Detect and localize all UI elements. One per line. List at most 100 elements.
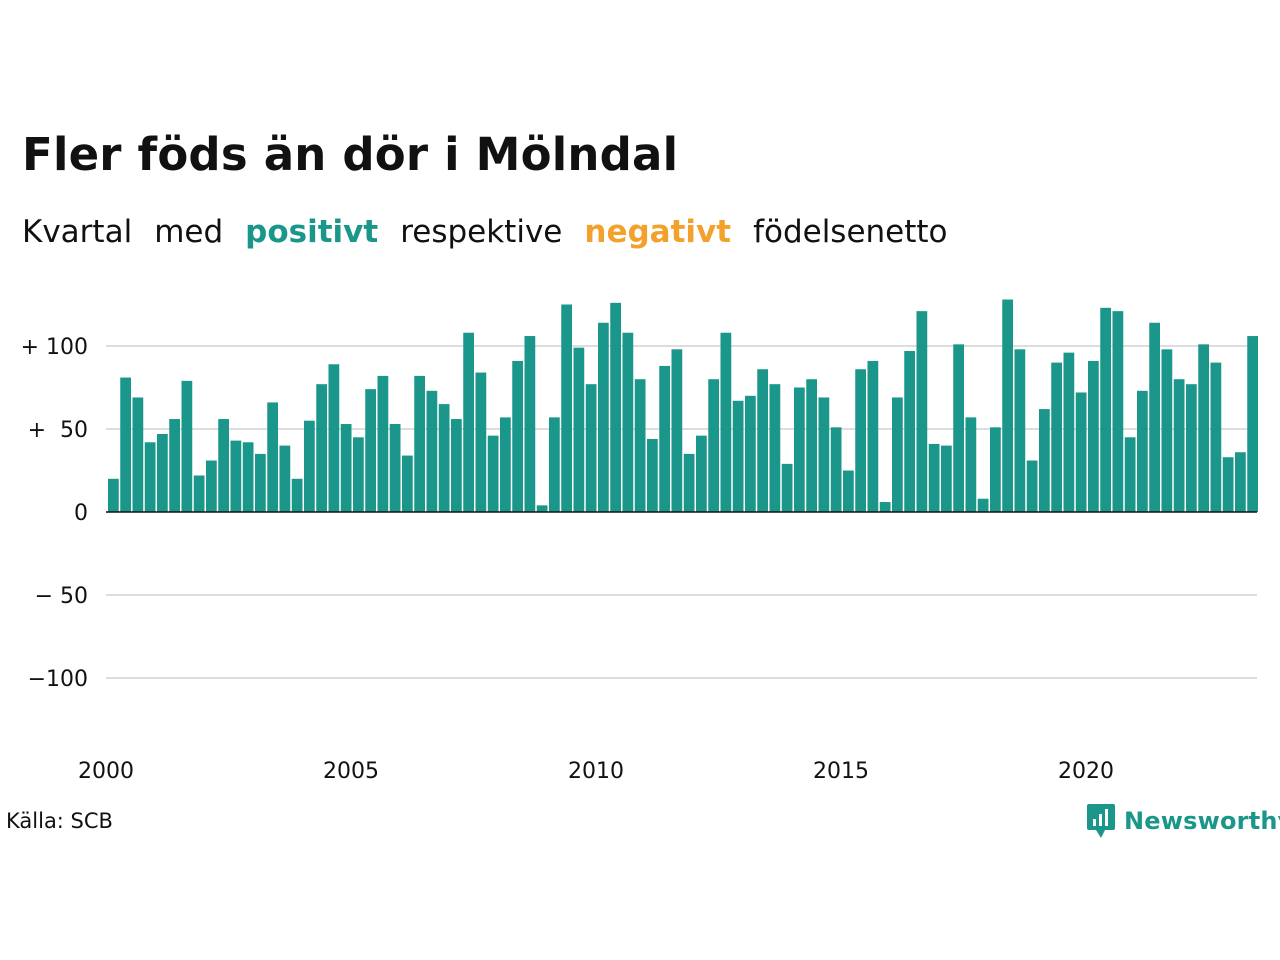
bar bbox=[377, 375, 389, 512]
bar bbox=[536, 505, 548, 512]
bar bbox=[365, 389, 376, 512]
bar bbox=[561, 304, 572, 512]
bar bbox=[818, 397, 830, 512]
bar bbox=[426, 390, 438, 512]
bar bbox=[451, 419, 462, 512]
y-axis-labels: + 100 + 50 0 − 50 −100 bbox=[21, 335, 88, 692]
bar bbox=[892, 397, 903, 512]
x-tick-label: 2020 bbox=[1058, 759, 1114, 784]
bar bbox=[1124, 437, 1136, 512]
bar bbox=[757, 369, 768, 512]
newsworthy-logo-text: Newsworthy bbox=[1124, 807, 1280, 835]
chart-title: Fler föds än dör i Mölndal bbox=[22, 128, 679, 181]
bar bbox=[389, 424, 401, 512]
bar bbox=[622, 332, 634, 512]
bar bbox=[941, 445, 952, 512]
bar bbox=[144, 442, 156, 512]
bar bbox=[916, 311, 928, 512]
bar bbox=[1075, 392, 1087, 512]
bar bbox=[206, 460, 217, 512]
bars bbox=[108, 299, 1258, 512]
bar bbox=[463, 332, 474, 512]
newsworthy-logo-icon bbox=[1087, 804, 1115, 838]
bar bbox=[328, 364, 340, 512]
chart-subtitle: Kvartal med positivt respektive negativt föde… bbox=[22, 214, 970, 250]
bar bbox=[745, 395, 756, 512]
bar bbox=[696, 435, 707, 512]
bar bbox=[598, 322, 609, 512]
bar bbox=[708, 379, 719, 512]
bar bbox=[1100, 307, 1111, 512]
bar bbox=[1088, 360, 1099, 512]
bar bbox=[1235, 452, 1246, 512]
subtitle-positive: positivt bbox=[245, 214, 379, 250]
bar bbox=[990, 427, 1001, 512]
bar bbox=[1173, 379, 1185, 512]
bar bbox=[585, 384, 597, 512]
bar bbox=[953, 344, 964, 512]
y-tick-label: 0 bbox=[74, 501, 88, 526]
bar bbox=[475, 372, 487, 512]
bar bbox=[867, 360, 879, 512]
bar bbox=[720, 332, 732, 512]
bar bbox=[965, 417, 977, 512]
bar bbox=[1014, 349, 1026, 512]
bar bbox=[1198, 344, 1209, 512]
bar bbox=[340, 424, 352, 512]
bar bbox=[1247, 336, 1258, 512]
x-tick-label: 2015 bbox=[813, 759, 869, 784]
bar bbox=[1051, 362, 1062, 512]
bar bbox=[1149, 322, 1160, 512]
bar bbox=[1112, 311, 1124, 512]
bar bbox=[647, 438, 658, 512]
bar bbox=[1026, 460, 1038, 512]
bar bbox=[255, 453, 266, 512]
bar bbox=[1186, 384, 1197, 512]
bar bbox=[659, 365, 670, 512]
bar bbox=[267, 402, 278, 512]
bar bbox=[218, 419, 229, 512]
bar bbox=[316, 384, 327, 512]
bar bbox=[977, 498, 989, 512]
source-note: Källa: SCB bbox=[6, 809, 113, 833]
bar bbox=[524, 336, 536, 512]
bar bbox=[549, 417, 560, 512]
bar bbox=[132, 397, 144, 512]
x-tick-label: 2000 bbox=[78, 759, 134, 784]
bar bbox=[634, 379, 646, 512]
bar bbox=[1002, 299, 1013, 512]
bar bbox=[904, 350, 915, 512]
bar bbox=[1039, 409, 1050, 512]
bar bbox=[291, 478, 303, 512]
bar bbox=[487, 435, 499, 512]
bar bbox=[610, 302, 621, 512]
bar bbox=[353, 437, 364, 512]
newsworthy-logo: Newsworthy bbox=[1086, 803, 1280, 839]
bar bbox=[1063, 352, 1075, 512]
subtitle-word-4: respektive bbox=[400, 214, 563, 250]
x-tick-label: 2005 bbox=[323, 759, 379, 784]
subtitle-negative: negativt bbox=[584, 214, 732, 250]
bar bbox=[242, 442, 254, 512]
bar bbox=[414, 375, 425, 512]
y-tick-label: + 100 bbox=[21, 335, 88, 360]
bar bbox=[108, 478, 119, 512]
subtitle-word-2: med bbox=[154, 214, 224, 250]
bar bbox=[573, 347, 585, 512]
bar bbox=[928, 443, 940, 512]
bar bbox=[1210, 362, 1222, 512]
bar bbox=[843, 470, 854, 512]
bar bbox=[1137, 390, 1148, 512]
bar bbox=[683, 453, 695, 512]
x-tick-label: 2010 bbox=[568, 759, 624, 784]
bar bbox=[304, 420, 315, 512]
bar bbox=[732, 400, 744, 512]
bar bbox=[438, 404, 450, 512]
bar bbox=[830, 427, 842, 512]
bar bbox=[855, 369, 866, 512]
y-tick-label: −100 bbox=[28, 667, 88, 692]
bar bbox=[157, 433, 168, 512]
bar bbox=[193, 475, 205, 512]
subtitle-word-6: födelsenetto bbox=[753, 214, 948, 250]
bar bbox=[512, 360, 523, 512]
